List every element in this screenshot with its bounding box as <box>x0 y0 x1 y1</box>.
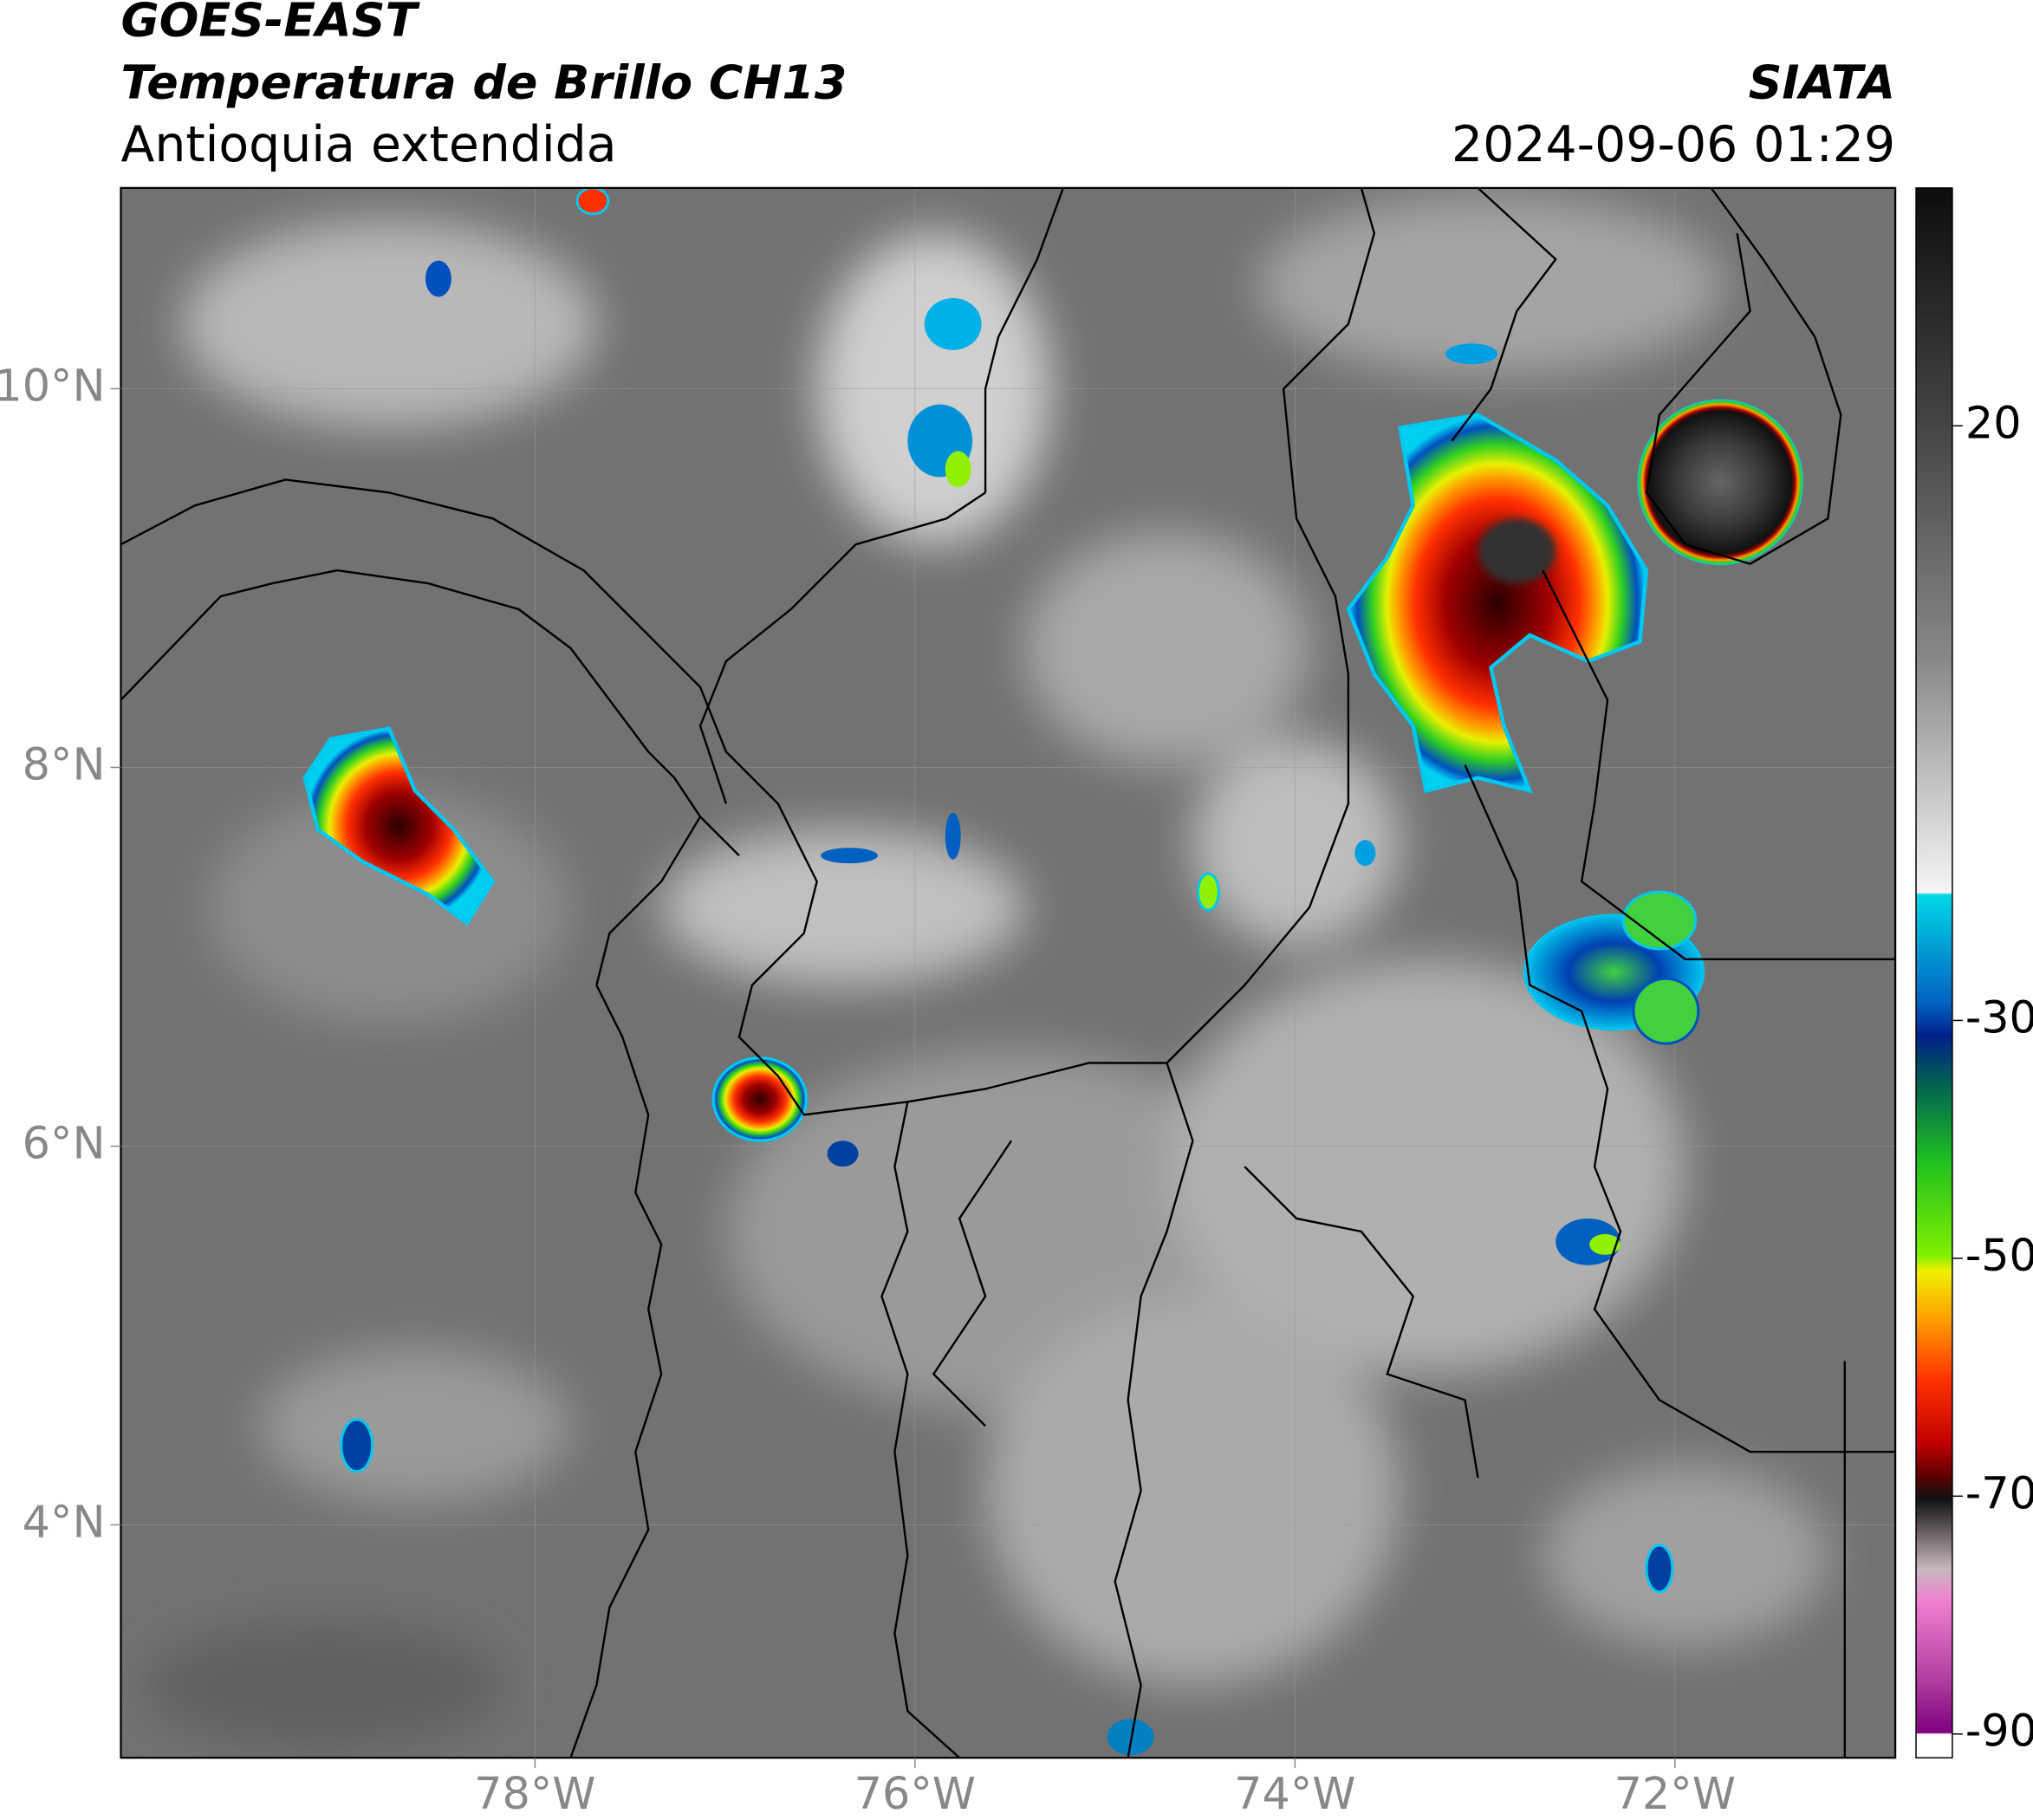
cloud-patch <box>1354 840 1376 867</box>
x-tick-label: 72°W <box>1614 1768 1736 1819</box>
cloud-patch <box>340 1418 374 1473</box>
colorbar-tick-label: 20 <box>1965 397 2022 448</box>
x-tick-label: 74°W <box>1234 1768 1355 1819</box>
storm-cell <box>1346 413 1649 794</box>
map-image <box>120 187 1896 1758</box>
cloud-patch <box>1645 1544 1674 1594</box>
cloud-texture <box>142 194 1828 1751</box>
y-tick-label: 8°N <box>23 738 106 790</box>
cloud-patch <box>1589 1233 1621 1255</box>
cloud-patch <box>425 260 451 297</box>
storm-cell <box>302 726 496 926</box>
source: SIATA <box>1749 55 1896 109</box>
cloud-patch <box>1196 872 1220 912</box>
storm-core <box>1478 518 1556 584</box>
x-tick-label: 78°W <box>474 1768 595 1819</box>
cold-cloud-top <box>1637 399 1803 566</box>
subtitle: Antioquia extendida <box>120 116 616 173</box>
y-tick-label: 6°N <box>23 1117 106 1168</box>
title-line-1: GOES-EAST <box>120 0 420 48</box>
cloud-patch <box>924 298 982 350</box>
map-frame <box>120 186 1897 1759</box>
cloud-patch <box>945 451 971 488</box>
colorbar-tick-label: -70 <box>1965 1467 2033 1518</box>
timestamp: 2024-09-06 01:29 <box>1452 116 1895 173</box>
colorbar-tick-label: -50 <box>1965 1230 2033 1281</box>
colorbar-tick-label: -30 <box>1965 991 2033 1043</box>
cloud-patch <box>827 1141 859 1167</box>
cloud-patch <box>945 812 961 860</box>
cloud-patch <box>1621 890 1698 951</box>
cloud-patch <box>575 187 610 216</box>
colorbar-tick-label: -90 <box>1965 1706 2033 1757</box>
cloud-patch <box>1107 1719 1154 1756</box>
y-tick-label: 10°N <box>0 360 106 411</box>
colorbar <box>1915 187 1953 1758</box>
convective-cells <box>302 187 1803 1756</box>
y-tick-label: 4°N <box>23 1496 106 1547</box>
cloud-patch <box>1445 343 1497 365</box>
political-borders <box>120 187 1896 1758</box>
axes: 78°W 76°W 74°W 72°W 10°N 8°N 6°N 4°N 20 -30 -50 -70… <box>0 360 2033 1819</box>
title-line-2: Temperatura de Brillo CH13 <box>120 55 847 109</box>
cloud-patch <box>1632 977 1700 1045</box>
x-tick-label: 76°W <box>854 1768 976 1819</box>
cloud-patch <box>821 848 878 864</box>
